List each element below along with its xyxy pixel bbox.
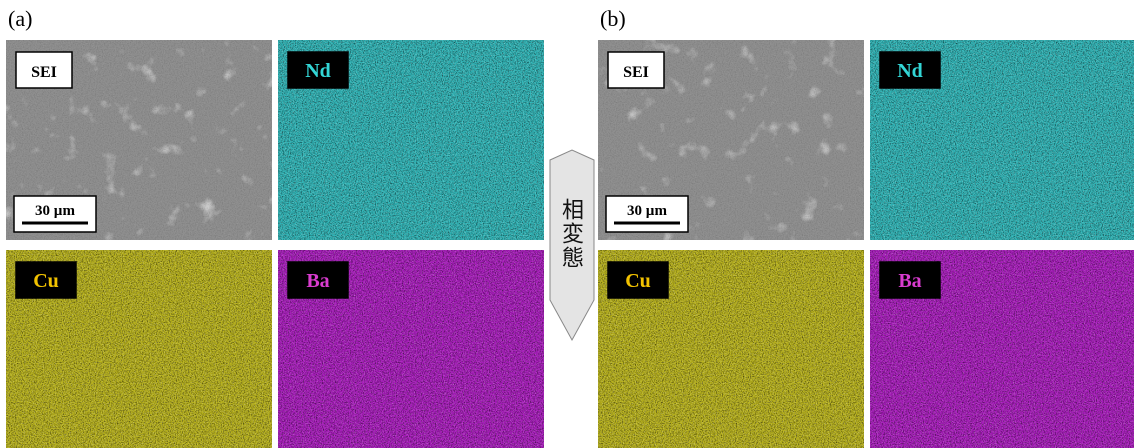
tile-label: SEI	[623, 64, 649, 81]
tile-label: Ba	[306, 270, 329, 292]
scale-bar-label: 30 µm	[627, 203, 667, 219]
figure: (a) SEI 30 µm Nd Cu Ba (b) SEI 30 µm Nd Cu Ba 相変態	[0, 0, 1134, 448]
panel-label: (a)	[8, 6, 32, 31]
tile-label: Nd	[897, 60, 923, 82]
tile-label: SEI	[31, 64, 57, 81]
scale-bar-label: 30 µm	[35, 203, 75, 219]
tile-label: Ba	[898, 270, 921, 292]
arrow-text: 相変態	[552, 198, 588, 270]
tile-label: Nd	[305, 60, 331, 82]
panel-label: (b)	[600, 6, 626, 31]
tile-label: Cu	[625, 270, 651, 292]
tile-label: Cu	[33, 270, 59, 292]
